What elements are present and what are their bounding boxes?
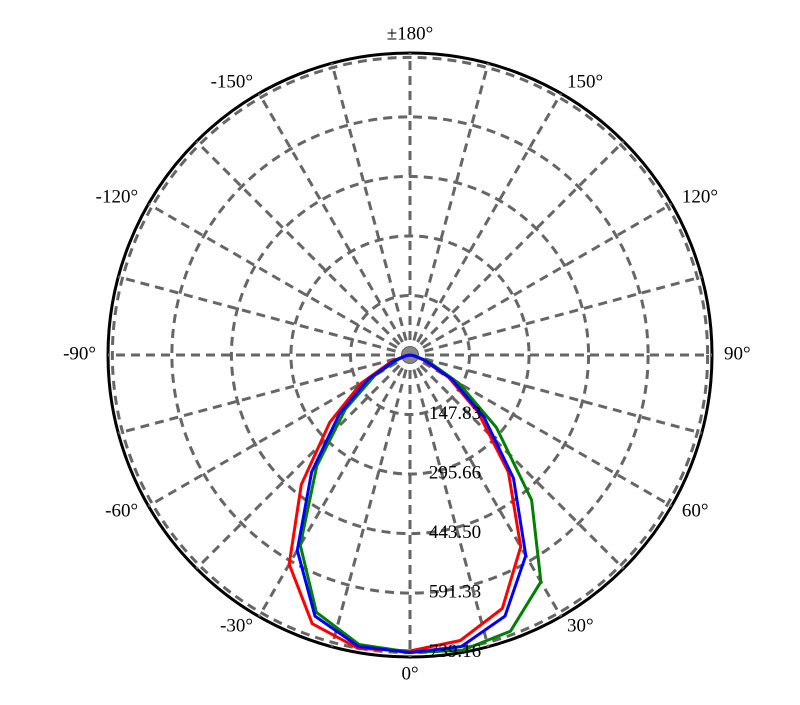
theta-tick-label: -90° xyxy=(63,343,96,364)
r-tick-label: 295.66 xyxy=(429,462,481,483)
grid-spoke xyxy=(409,275,703,357)
theta-tick-label: 0° xyxy=(401,663,418,684)
r-tick-label: 443.50 xyxy=(429,522,481,543)
grid-ring xyxy=(289,234,531,476)
grid-spoke xyxy=(408,62,490,356)
grid-spoke xyxy=(408,92,563,356)
r-tick-label: 739.16 xyxy=(429,641,481,662)
theta-tick-label: ±180° xyxy=(387,23,434,44)
grid-spoke xyxy=(330,354,412,648)
r-tick-label: 591.33 xyxy=(429,581,481,602)
grid-ring xyxy=(348,293,472,417)
theta-tick-label: -120° xyxy=(96,186,138,207)
grid-spoke xyxy=(408,140,625,357)
grid-spoke xyxy=(408,353,625,570)
grid-spoke xyxy=(117,353,411,435)
grid-ring xyxy=(170,115,650,595)
theta-tick-label: 120° xyxy=(682,186,718,207)
grid-spoke xyxy=(195,353,412,570)
theta-tick-label: -60° xyxy=(105,500,138,521)
series-line xyxy=(295,353,528,655)
theta-tick-label: -30° xyxy=(220,615,253,636)
grid-spoke xyxy=(330,62,412,356)
grid-spoke xyxy=(409,202,673,357)
grid-spoke xyxy=(408,354,490,648)
grid-spoke xyxy=(408,354,563,618)
grid-spoke xyxy=(409,353,703,435)
grid-spoke xyxy=(257,92,412,356)
theta-tick-label: 60° xyxy=(682,500,709,521)
grid-spoke xyxy=(257,354,412,618)
theta-tick-label: 90° xyxy=(724,343,751,364)
grid-spoke xyxy=(147,202,411,357)
grid-spoke xyxy=(195,140,412,357)
grid-layer xyxy=(106,51,714,659)
label-layer: 147.83 295.66 443.50 591.33 739.16 0° 30° 60° 90… xyxy=(63,23,751,684)
theta-tick-label: 30° xyxy=(567,615,594,636)
theta-tick-label: 150° xyxy=(567,71,603,92)
theta-tick-label: -150° xyxy=(211,71,253,92)
grid-spoke xyxy=(117,275,411,357)
r-tick-label: 147.83 xyxy=(429,403,481,424)
series-layer xyxy=(287,353,543,655)
grid-ring xyxy=(229,174,591,536)
